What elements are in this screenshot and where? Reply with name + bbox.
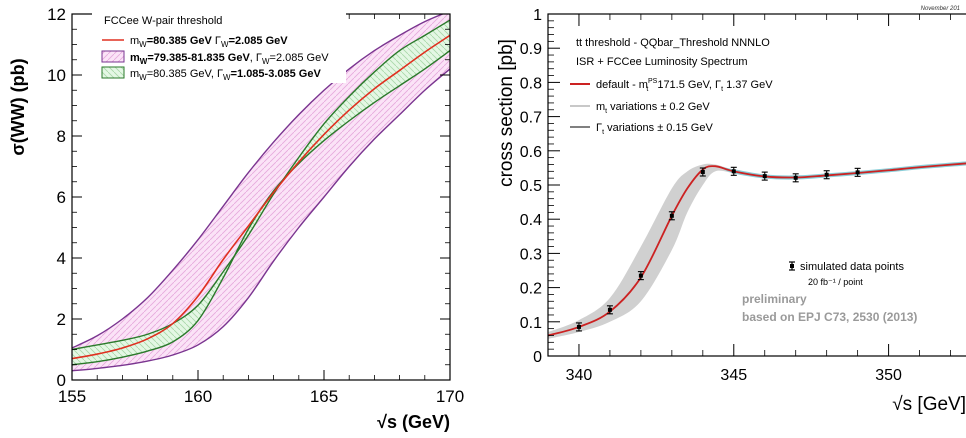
mt-variation-band [548,162,966,339]
y-tick-label: 12 [47,5,66,24]
legend: FCCee W-pair threshold mW=80.385 GeV ΓW=… [92,11,346,83]
legend-title: FCCee W-pair threshold [104,15,222,27]
legend-entry-mass-band: mW=79.385-81.835 GeV, ΓW=2.085 GeV [130,52,329,66]
y-tick-label: 6 [57,188,66,207]
ww-chart-svg: 0 2 4 6 8 10 12 155 160 165 170 √s (GeV) σ(WW) (pb… [8,5,464,432]
width-variation-band [72,20,450,365]
preliminary-label: preliminary [742,292,807,306]
data-point [823,170,830,180]
reference-label: based on EPJ C73, 2530 (2013) [742,310,917,324]
y-tick-label: 0.6 [520,144,542,161]
legend-line-2: ISR + FCCee Luminosity Spectrum [576,56,747,68]
legend-entry-nominal: mW=80.385 GeV ΓW=2.085 GeV [130,35,288,49]
y-tick-label: 1 [533,7,542,24]
data-point [668,211,675,221]
y-tick-label: 0.8 [520,75,542,92]
x-tick-label: 170 [436,387,464,406]
y-tick-label: 0 [57,371,66,390]
mass-lower-line [72,68,450,372]
y-tick-label: 0.9 [520,41,542,58]
points-legend-marker [789,261,795,271]
width-upper-line [72,19,450,351]
tt-chart-svg: 0 0.1 0.2 0.3 0.4 0.5 0.6 0.7 0.8 0.9 1 340 345 350 N… [496,6,966,415]
data-point [854,167,861,177]
legend-entry-mt: mt variations ± 0.2 GeV [596,101,710,115]
default-line [548,162,966,337]
x-axis-label: √s [GeV] [892,394,966,415]
x-tick-label: 350 [875,367,902,384]
x-axis-label: √s (GeV) [377,412,450,432]
corner-note: November 201 [921,6,960,12]
points-label: simulated data points [800,261,904,273]
y-tick-label: 0.5 [520,178,542,195]
x-tick-label: 340 [566,367,593,384]
legend-entry-width-band: mW=80.385 GeV, ΓW=1.085-3.085 GeV [130,68,321,82]
nominal-line [72,34,450,360]
x-tick-label: 160 [184,387,212,406]
y-tick-label: 2 [57,310,66,329]
mass-upper-line [72,14,445,349]
legend-box [92,11,346,83]
ttbar-threshold-chart: 0 0.1 0.2 0.3 0.4 0.5 0.6 0.7 0.8 0.9 1 340 345 350 N… [490,0,966,438]
data-point [606,305,613,315]
x-tick-label: 345 [720,367,747,384]
y-tick-label: 10 [47,66,66,85]
y-tick-label: 0 [533,349,542,366]
data-point [792,173,799,183]
x-tick-label: 165 [310,387,338,406]
legend-swatch-mass-band [101,50,125,63]
y-axis-label: σ(WW) (pb) [8,58,28,155]
y-tick-label: 0.3 [520,246,542,263]
y-tick-label: 0.1 [520,315,542,332]
data-point [699,167,706,177]
legend-line-1: tt threshold - QQbar_Threshold NNNLO [576,37,770,49]
y-tick-label: 0.7 [520,110,542,127]
data-point [761,171,768,181]
legend-swatch-width-band [101,66,125,79]
legend-entry-gamma: Γt variations ± 0.15 GeV [596,122,713,136]
y-tick-label: 8 [57,127,66,146]
points-sub: 20 fb⁻¹ / point [808,277,863,287]
data-point [730,166,737,176]
data-point [637,271,644,281]
x-tick-label: 155 [58,387,86,406]
y-tick-label: 4 [57,249,66,268]
ww-threshold-chart: 0 2 4 6 8 10 12 155 160 165 170 √s (GeV) σ(WW) (pb… [0,0,470,438]
legend-entry-default: default - mPS t 171.5 GeV, Γt 1.37 GeV [596,78,773,93]
y-tick-label: 0.4 [520,212,542,229]
legend: tt threshold - QQbar_Threshold NNNLO ISR… [570,37,773,136]
data-point [575,322,582,332]
y-axis-label: cross section [pb] [496,39,517,187]
annotations: simulated data points 20 fb⁻¹ / point pr… [742,261,917,324]
y-tick-label: 0.2 [520,281,542,298]
